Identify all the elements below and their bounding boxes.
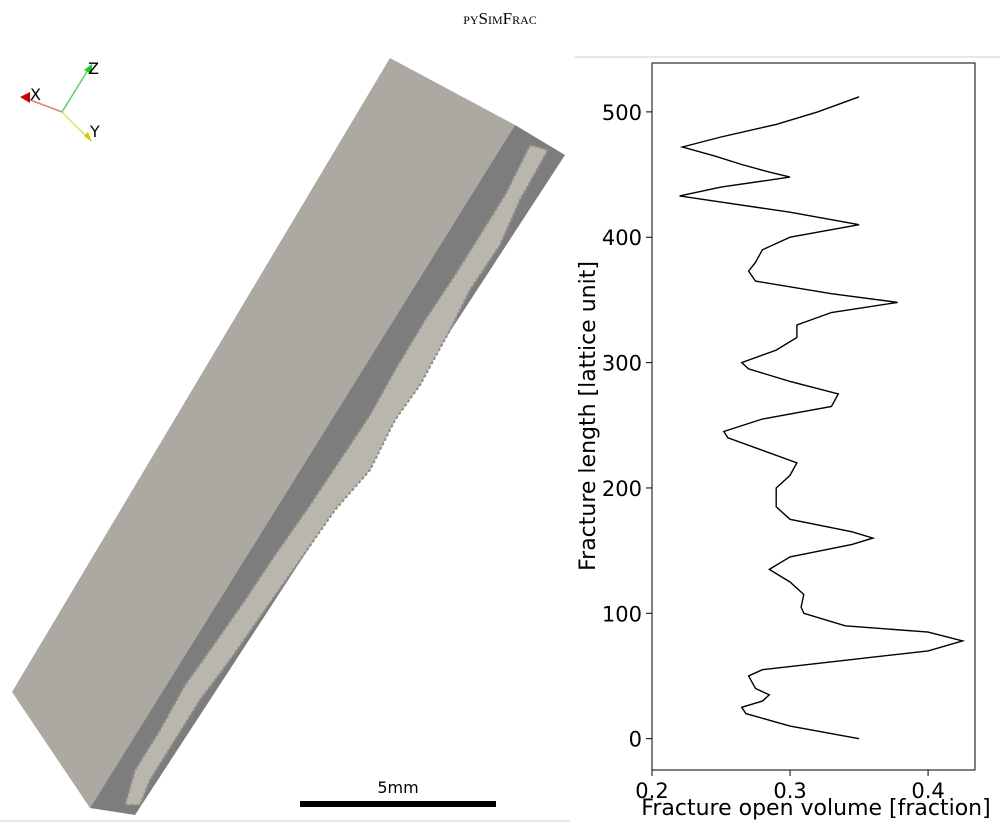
scale-label: 5mm: [377, 778, 418, 797]
plot-frame: [651, 62, 976, 771]
arrow: [84, 64, 92, 74]
figure-title: pySimFrac: [463, 9, 537, 28]
axis-label: X: [30, 85, 41, 104]
y-tick-label: 100: [602, 602, 642, 626]
axis-x: [24, 97, 63, 113]
y-axis-label: Fracture length [lattice unit]: [576, 261, 601, 571]
y-tick-label: 0: [629, 728, 642, 752]
arrow: [84, 132, 92, 142]
axis-z: [61, 69, 89, 113]
fracture: [123, 143, 550, 806]
arrow: [20, 92, 30, 103]
slab-top: [12, 58, 515, 808]
axis-y: [61, 111, 89, 139]
data-line: [679, 96, 966, 740]
y-tick-label: 300: [602, 352, 642, 376]
x-tick-label: 0.3: [773, 779, 806, 803]
x-tick-label: 0.4: [911, 779, 944, 803]
y-tick-label: 500: [602, 101, 642, 125]
y-tick-label: 400: [602, 226, 642, 250]
axis-label: Z: [88, 59, 99, 78]
y-tick-label: 200: [602, 477, 642, 501]
axis-label: Y: [89, 122, 100, 141]
chart: Fracture open volume [fraction] Fracture…: [576, 62, 991, 821]
x-axis-label: Fracture open volume [fraction]: [641, 796, 990, 821]
x-tick-label: 0.2: [635, 779, 668, 803]
render: X Z Y 5mm: [12, 58, 565, 815]
